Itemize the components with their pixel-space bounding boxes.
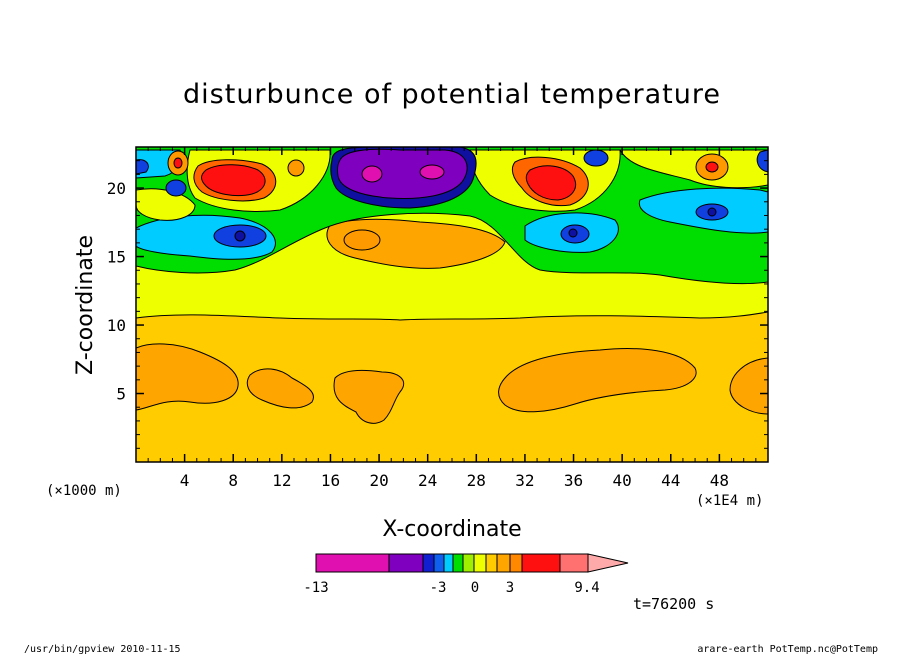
footer-right: arare-earth_PotTemp.nc@PotTemp	[697, 644, 878, 654]
x-tick-label: 40	[613, 471, 632, 490]
colorbar-segment	[452, 553, 464, 573]
x-tick-label: 8	[228, 471, 238, 490]
footer-left: /usr/bin/gpview 2010-11-15	[24, 644, 181, 654]
y-tick-label: 15	[107, 248, 126, 267]
colorbar-segment	[559, 553, 589, 573]
contour-field	[136, 147, 768, 462]
x-tick-label: 20	[369, 471, 388, 490]
colorbar	[315, 553, 629, 573]
navy-patches	[234, 207, 717, 242]
colorbar-label-min: -13	[303, 580, 328, 596]
small-warm-centers	[173, 157, 719, 173]
upper-warm-core	[343, 229, 381, 251]
x-tick-label: 4	[180, 471, 190, 490]
colorbar-segment	[422, 553, 435, 573]
x-unit-label: (×1E4 m)	[696, 493, 763, 509]
time-label: t=76200 s	[633, 595, 714, 613]
colorbar-segment	[496, 553, 511, 573]
colorbar-segment	[473, 553, 487, 573]
colorbar-overflow-arrow	[587, 553, 629, 573]
chart-title: disturbunce of potential temperature	[183, 79, 721, 110]
colorbar-segment	[315, 553, 390, 573]
colorbar-label-3: 3	[506, 580, 514, 596]
x-tick-label: 24	[418, 471, 437, 490]
y-axis-ticks: 5 10 15 20	[107, 160, 768, 449]
colorbar-label-max: 9.4	[574, 580, 599, 596]
cold-core-magenta	[361, 164, 445, 183]
y-tick-label: 10	[107, 316, 126, 335]
x-tick-label: 32	[515, 471, 534, 490]
cyan-patches	[136, 149, 768, 260]
y-axis-label: Z-coordinate	[73, 235, 98, 375]
colorbar-segment	[509, 553, 523, 573]
x-tick-label: 48	[710, 471, 729, 490]
colorbar-segment	[462, 553, 475, 573]
colorbar-segment	[485, 553, 498, 573]
x-tick-label: 16	[321, 471, 340, 490]
x-axis-label: X-coordinate	[382, 517, 521, 542]
x-tick-label: 28	[467, 471, 486, 490]
colorbar-label-zero: 0	[471, 580, 479, 596]
colorbar-label-neg3: -3	[430, 580, 447, 596]
x-tick-label: 36	[564, 471, 583, 490]
colorbar-segment	[521, 553, 561, 573]
x-scale-label: (×1000 m)	[46, 483, 122, 499]
x-tick-label: 12	[272, 471, 291, 490]
colorbar-segment	[433, 553, 445, 573]
warm-cores-inner	[201, 164, 577, 201]
lower-warm-blobs	[136, 343, 768, 424]
colorbar-segment	[443, 553, 454, 573]
y-tick-label: 20	[107, 179, 126, 198]
x-axis-ticks: 4 8 12 16 20 24 28 32 36 40 44 48	[147, 147, 757, 490]
x-tick-label: 44	[661, 471, 680, 490]
colorbar-segment	[388, 553, 424, 573]
cold-core-purple	[336, 148, 468, 199]
y-tick-label: 5	[116, 385, 126, 404]
